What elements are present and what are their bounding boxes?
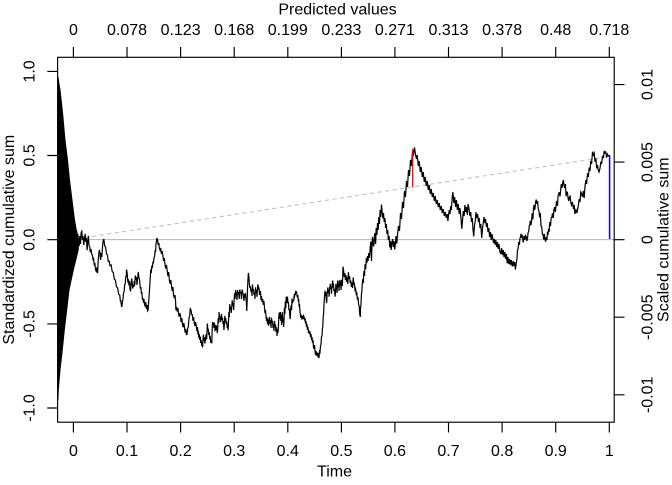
svg-text:0.01: 0.01 xyxy=(640,69,657,100)
svg-text:0.4: 0.4 xyxy=(277,443,299,460)
svg-text:Predicted values: Predicted values xyxy=(278,2,396,19)
svg-text:0.2: 0.2 xyxy=(169,443,191,460)
svg-text:Time: Time xyxy=(317,464,352,481)
svg-text:1.0: 1.0 xyxy=(22,60,39,82)
svg-text:-1.0: -1.0 xyxy=(22,394,39,422)
svg-text:0: 0 xyxy=(69,443,78,460)
svg-text:0.233: 0.233 xyxy=(321,22,361,39)
svg-text:-0.5: -0.5 xyxy=(22,310,39,338)
svg-text:0.48: 0.48 xyxy=(540,22,571,39)
svg-text:0.7: 0.7 xyxy=(437,443,459,460)
svg-text:-0.005: -0.005 xyxy=(640,294,657,339)
svg-text:0.718: 0.718 xyxy=(589,22,629,39)
svg-text:0.1: 0.1 xyxy=(116,443,138,460)
svg-text:0: 0 xyxy=(69,22,78,39)
svg-text:0.123: 0.123 xyxy=(161,22,201,39)
svg-text:0.8: 0.8 xyxy=(491,443,513,460)
svg-text:0.3: 0.3 xyxy=(223,443,245,460)
svg-text:0.9: 0.9 xyxy=(545,443,567,460)
svg-text:0.005: 0.005 xyxy=(640,142,657,182)
svg-text:-0.01: -0.01 xyxy=(640,376,657,413)
svg-text:Standardized cumulative sum: Standardized cumulative sum xyxy=(1,135,18,345)
svg-text:1: 1 xyxy=(605,443,614,460)
svg-text:0.6: 0.6 xyxy=(384,443,406,460)
svg-text:Scaled cumulative sum: Scaled cumulative sum xyxy=(656,157,672,322)
svg-text:0.5: 0.5 xyxy=(330,443,352,460)
svg-text:0.0: 0.0 xyxy=(22,228,39,250)
svg-text:0: 0 xyxy=(640,235,657,244)
svg-text:0.271: 0.271 xyxy=(375,22,415,39)
svg-text:0.5: 0.5 xyxy=(22,144,39,166)
svg-text:0.199: 0.199 xyxy=(268,22,308,39)
svg-text:0.378: 0.378 xyxy=(482,22,522,39)
svg-text:0.168: 0.168 xyxy=(214,22,254,39)
svg-text:0.313: 0.313 xyxy=(428,22,468,39)
svg-text:0.078: 0.078 xyxy=(107,22,147,39)
